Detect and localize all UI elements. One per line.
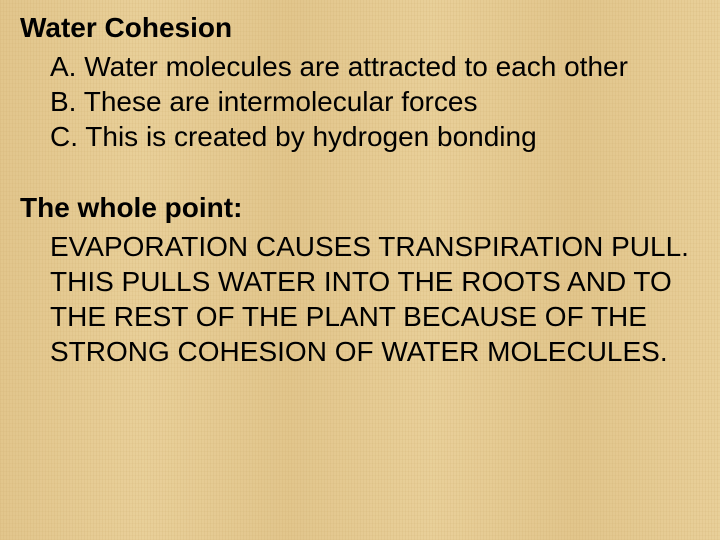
section-gap (20, 154, 700, 190)
section2-heading: The whole point: (20, 190, 700, 225)
section2-body: EVAPORATION CAUSES TRANSPIRATION PULL. T… (50, 229, 700, 369)
section1-item-a: A. Water molecules are attracted to each… (50, 49, 700, 84)
section1-item-b: B. These are intermolecular forces (50, 84, 700, 119)
section1-heading: Water Cohesion (20, 10, 700, 45)
section1-item-c: C. This is created by hydrogen bonding (50, 119, 700, 154)
